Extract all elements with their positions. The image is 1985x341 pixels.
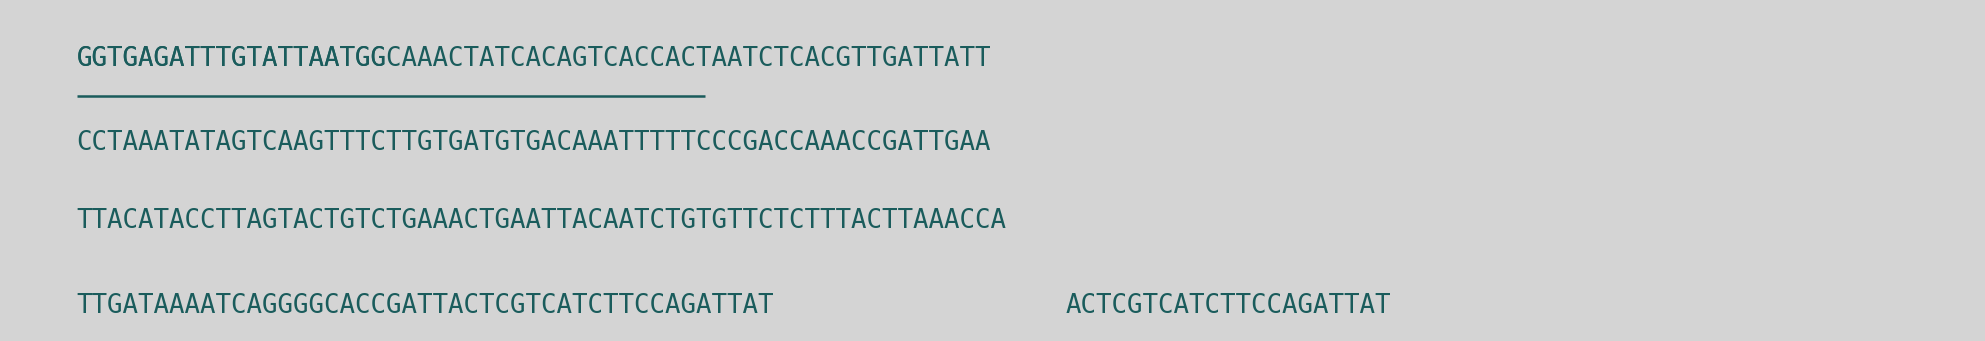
- Text: ACTCGTCATCTTCCAGATTAT: ACTCGTCATCTTCCAGATTAT: [1066, 293, 1391, 319]
- Text: CCTAAATATAGTCAAGTTTCTTGTGATGTGACAAATTTTTCCCGACCAAACCGATTGAA: CCTAAATATAGTCAAGTTTCTTGTGATGTGACAAATTTTT…: [77, 131, 991, 157]
- Text: TTACATACCTTAGTACTGTCTGAAACTGAATTACAATCTGTGTTCTCTTTACTTAAACCA: TTACATACCTTAGTACTGTCTGAAACTGAATTACAATCTG…: [77, 208, 1006, 234]
- Text: GGTGAGATTTGTATTAATGGCAAACTATCACAGTCACCACTAATCTCACGTTGATTATT: GGTGAGATTTGTATTAATGGCAAACTATCACAGTCACCAC…: [77, 46, 991, 72]
- Text: GGTGAGATTTGTATTAATGG: GGTGAGATTTGTATTAATGG: [77, 46, 387, 72]
- Text: TTGATAAAATCAGGGGCACCGATTACTCGTCATCTTCCAGATTAT: TTGATAAAATCAGGGGCACCGATTACTCGTCATCTTCCAG…: [77, 293, 774, 319]
